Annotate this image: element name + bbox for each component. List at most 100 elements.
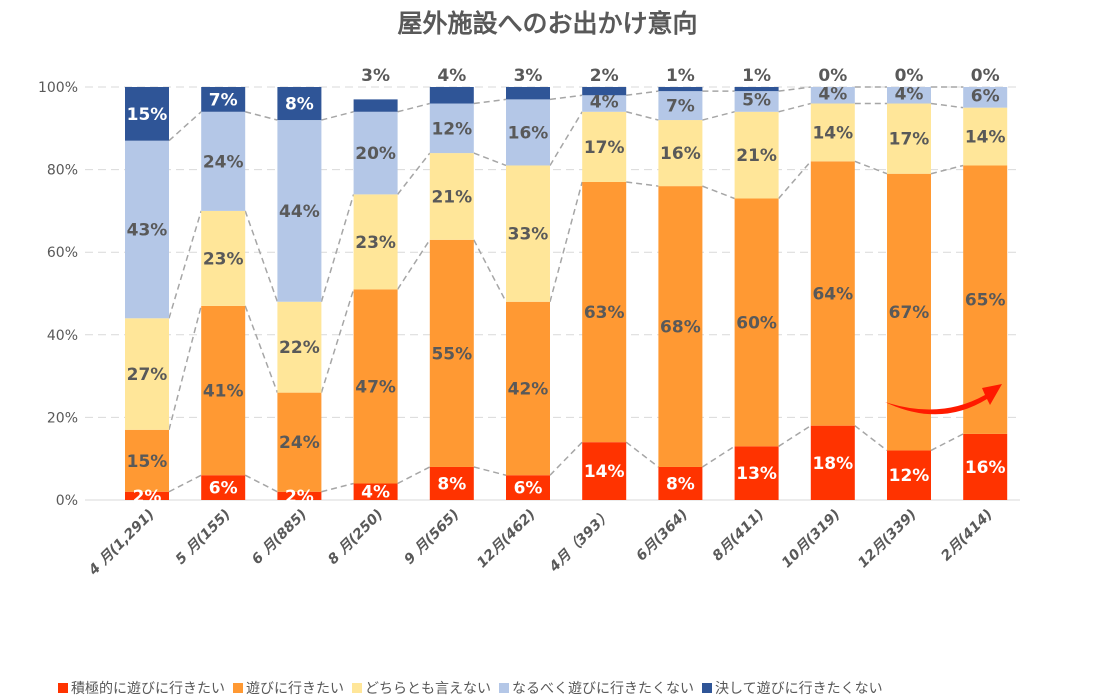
legend-swatch — [702, 683, 712, 693]
data-label: 43% — [127, 220, 168, 240]
x-tick-label: 12月(462) — [474, 507, 539, 572]
data-label: 24% — [203, 152, 244, 172]
bar-segment — [734, 198, 779, 447]
x-tick-label: 4月（393） — [545, 506, 615, 576]
data-label: 55% — [431, 344, 472, 364]
data-label: 21% — [736, 146, 777, 166]
chart-title: 屋外施設へのお出かけ意向 — [397, 9, 698, 38]
bar-segment — [429, 466, 474, 500]
data-label: 1% — [742, 66, 771, 86]
bar-segment — [582, 181, 627, 443]
data-label: 63% — [584, 303, 625, 323]
connector-line — [168, 474, 202, 493]
connector-line — [549, 441, 583, 476]
legend-item: どちらとも言えない — [352, 678, 491, 698]
legend-label: 決して遊びに行きたくない — [715, 681, 883, 697]
data-label: 65% — [965, 291, 1006, 311]
data-label: 8% — [666, 474, 695, 494]
data-label: 3% — [514, 66, 543, 86]
bar-segment — [887, 87, 931, 104]
data-label: 13% — [736, 464, 777, 484]
data-label: 23% — [203, 249, 244, 269]
legend-label: 遊びに行きたい — [246, 681, 344, 697]
data-label: 15% — [127, 105, 168, 125]
bar-segment — [429, 239, 474, 467]
bar-segment — [887, 103, 931, 174]
bar-segment — [506, 475, 550, 500]
legend-item: 積極的に遊びに行きたい — [58, 678, 225, 698]
data-label: 2% — [133, 487, 162, 507]
y-tick-label: 0% — [56, 493, 78, 509]
connector-line — [930, 164, 964, 175]
data-label: 8% — [285, 95, 314, 115]
y-tick-label: 40% — [47, 328, 78, 344]
bar-segment — [429, 153, 474, 240]
data-label: 4% — [590, 93, 619, 113]
bar-segment — [810, 87, 855, 104]
x-tick-label: 5 月(155) — [173, 507, 234, 568]
data-label: 33% — [508, 225, 549, 245]
bar-segment — [734, 446, 779, 500]
connector-line — [320, 194, 355, 302]
data-label: 6% — [514, 479, 543, 499]
data-label: 41% — [203, 382, 244, 402]
arrow-annotation — [885, 384, 1002, 415]
connector-line — [626, 90, 659, 97]
bar-segment — [429, 87, 474, 104]
connector-line — [778, 160, 812, 200]
connector-line — [473, 239, 507, 303]
data-label: 6% — [209, 479, 238, 499]
data-label: 68% — [660, 318, 701, 338]
legend-swatch — [499, 683, 509, 693]
connector-line — [244, 305, 279, 393]
data-label: 1% — [666, 66, 695, 86]
legend-swatch — [352, 683, 362, 693]
bar-segment — [506, 165, 550, 302]
data-label: 15% — [127, 452, 168, 472]
data-label: 20% — [355, 144, 396, 164]
data-label: 12% — [431, 119, 472, 139]
bar-segment — [353, 99, 398, 112]
bar-segment — [658, 120, 703, 187]
connector-line — [168, 210, 202, 319]
x-tick-label: 2月(414) — [938, 507, 996, 565]
x-tick-label: 8月(411) — [710, 507, 768, 565]
connector-line — [549, 111, 583, 166]
data-label: 0% — [818, 66, 847, 86]
bar-segment — [810, 161, 855, 426]
bar-segment — [658, 466, 703, 500]
connector-line — [626, 181, 659, 187]
data-label: 24% — [279, 433, 320, 453]
connector-line — [549, 181, 583, 302]
bar-segment — [582, 111, 627, 182]
bar-segment — [429, 103, 474, 154]
bar-segment — [658, 91, 703, 121]
data-label: 44% — [279, 202, 320, 222]
bar-segment — [582, 87, 627, 96]
y-tick-label: 80% — [47, 163, 78, 179]
y-tick-label: 100% — [38, 80, 78, 96]
y-tick-label: 20% — [47, 410, 78, 426]
bar-segment — [201, 305, 246, 476]
bar-segment — [887, 450, 931, 500]
data-label: 14% — [584, 462, 625, 482]
legend-label: どちらとも言えない — [365, 681, 491, 697]
connector-line — [701, 445, 736, 468]
bar-segment — [963, 433, 1008, 500]
connector-line — [778, 425, 812, 447]
bar-segment — [201, 111, 246, 211]
data-label: 16% — [660, 144, 701, 164]
legend-swatch — [58, 683, 68, 693]
data-label: 21% — [431, 187, 472, 207]
legend-item: なるべく遊びに行きたくない — [499, 678, 694, 698]
bar-segment — [506, 301, 550, 476]
connector-line — [930, 102, 964, 109]
x-tick-label: 4 月(1,291) — [85, 507, 158, 580]
data-label: 64% — [812, 285, 853, 305]
data-label: 2% — [285, 487, 314, 507]
bar-segment — [734, 87, 779, 92]
data-label: 22% — [279, 338, 320, 358]
data-label: 14% — [812, 123, 853, 143]
